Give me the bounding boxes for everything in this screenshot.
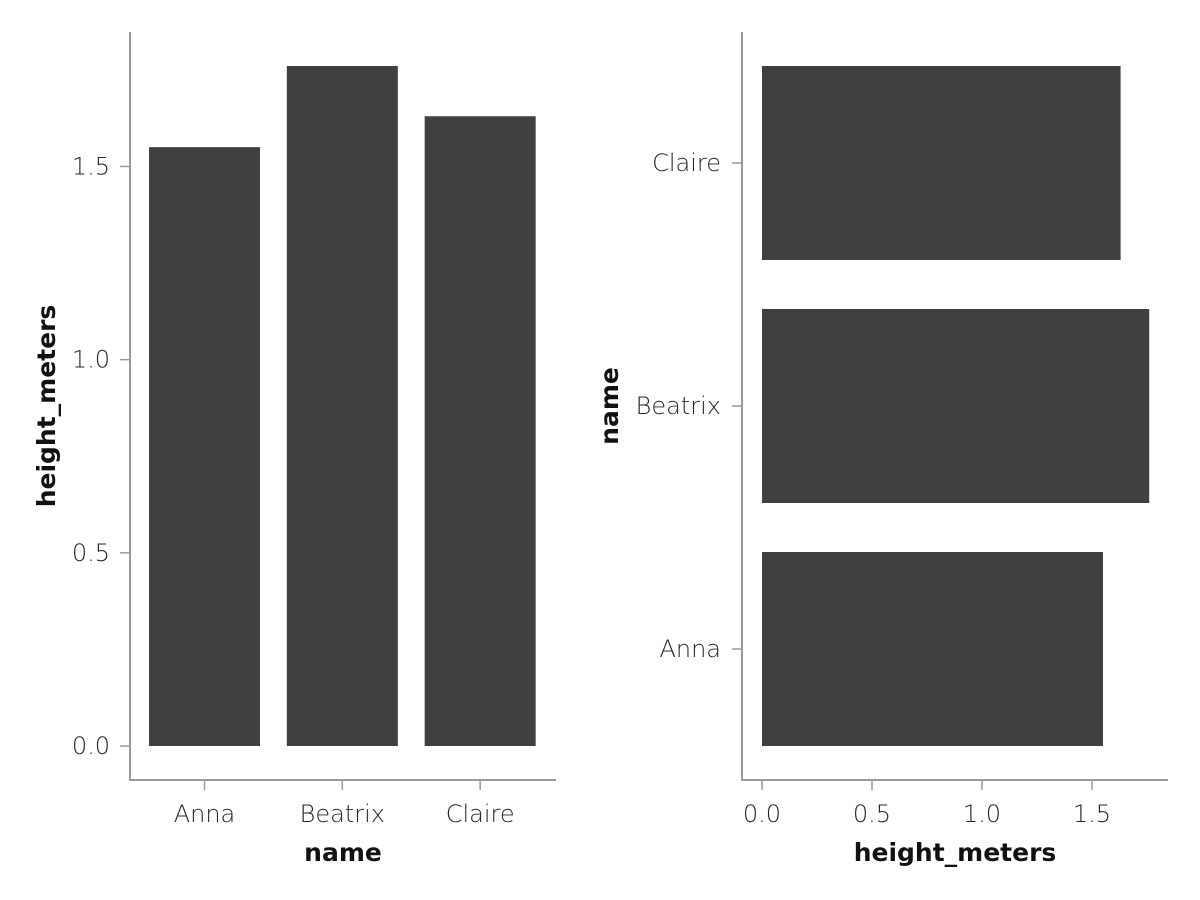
left-x-tick-label: Claire (446, 800, 515, 828)
left-x-axis-title: name (304, 838, 382, 867)
left-y-tick-label: 1.5 (72, 152, 110, 180)
right-axis-frame (741, 32, 1168, 781)
left-axis-frame (129, 32, 556, 781)
right-y-axis-title: name (595, 367, 624, 445)
right-x-tick-label: 0.5 (853, 800, 891, 828)
right-y-ticks: Anna Beatrix Claire (636, 149, 742, 663)
right-y-tick-label: Claire (652, 149, 721, 177)
right-bar-beatrix (762, 309, 1150, 503)
left-x-tick-label: Beatrix (300, 800, 385, 828)
right-bar-anna (762, 552, 1103, 746)
left-bar-beatrix (286, 66, 398, 746)
right-x-ticks: 0.0 0.5 1.0 1.5 (743, 780, 1111, 828)
left-x-ticks: Anna Beatrix Claire (174, 780, 515, 828)
left-y-ticks: 0.0 0.5 1.0 1.5 (72, 152, 130, 760)
left-bar-anna (149, 147, 260, 747)
right-x-tick-label: 1.5 (1073, 800, 1111, 828)
left-bar-claire (424, 116, 536, 746)
left-x-tick-label: Anna (174, 800, 236, 828)
left-bar-chart: 0.0 0.5 1.0 1.5 Anna Beatrix Claire name heig… (32, 32, 556, 867)
right-x-tick-label: 1.0 (963, 800, 1001, 828)
right-y-tick-label: Beatrix (636, 392, 721, 420)
right-x-axis-title: height_meters (854, 838, 1057, 867)
left-y-axis-title: height_meters (32, 305, 61, 508)
left-y-tick-label: 0.0 (72, 732, 110, 760)
left-y-tick-label: 1.0 (72, 346, 110, 374)
left-y-tick-label: 0.5 (72, 539, 110, 567)
right-bar-claire (762, 66, 1121, 260)
right-x-tick-label: 0.0 (743, 800, 781, 828)
right-bar-chart: 0.0 0.5 1.0 1.5 Anna Beatrix Claire height_me… (595, 32, 1168, 867)
left-bars (149, 66, 536, 747)
right-y-tick-label: Anna (659, 635, 721, 663)
right-bars (762, 66, 1150, 746)
